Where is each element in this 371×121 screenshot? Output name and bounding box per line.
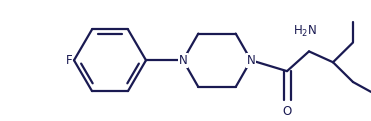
Text: O: O xyxy=(282,105,292,118)
Text: N: N xyxy=(247,54,255,67)
Text: H$_2$N: H$_2$N xyxy=(293,23,317,38)
Text: N: N xyxy=(178,54,187,67)
Text: F: F xyxy=(66,54,72,67)
